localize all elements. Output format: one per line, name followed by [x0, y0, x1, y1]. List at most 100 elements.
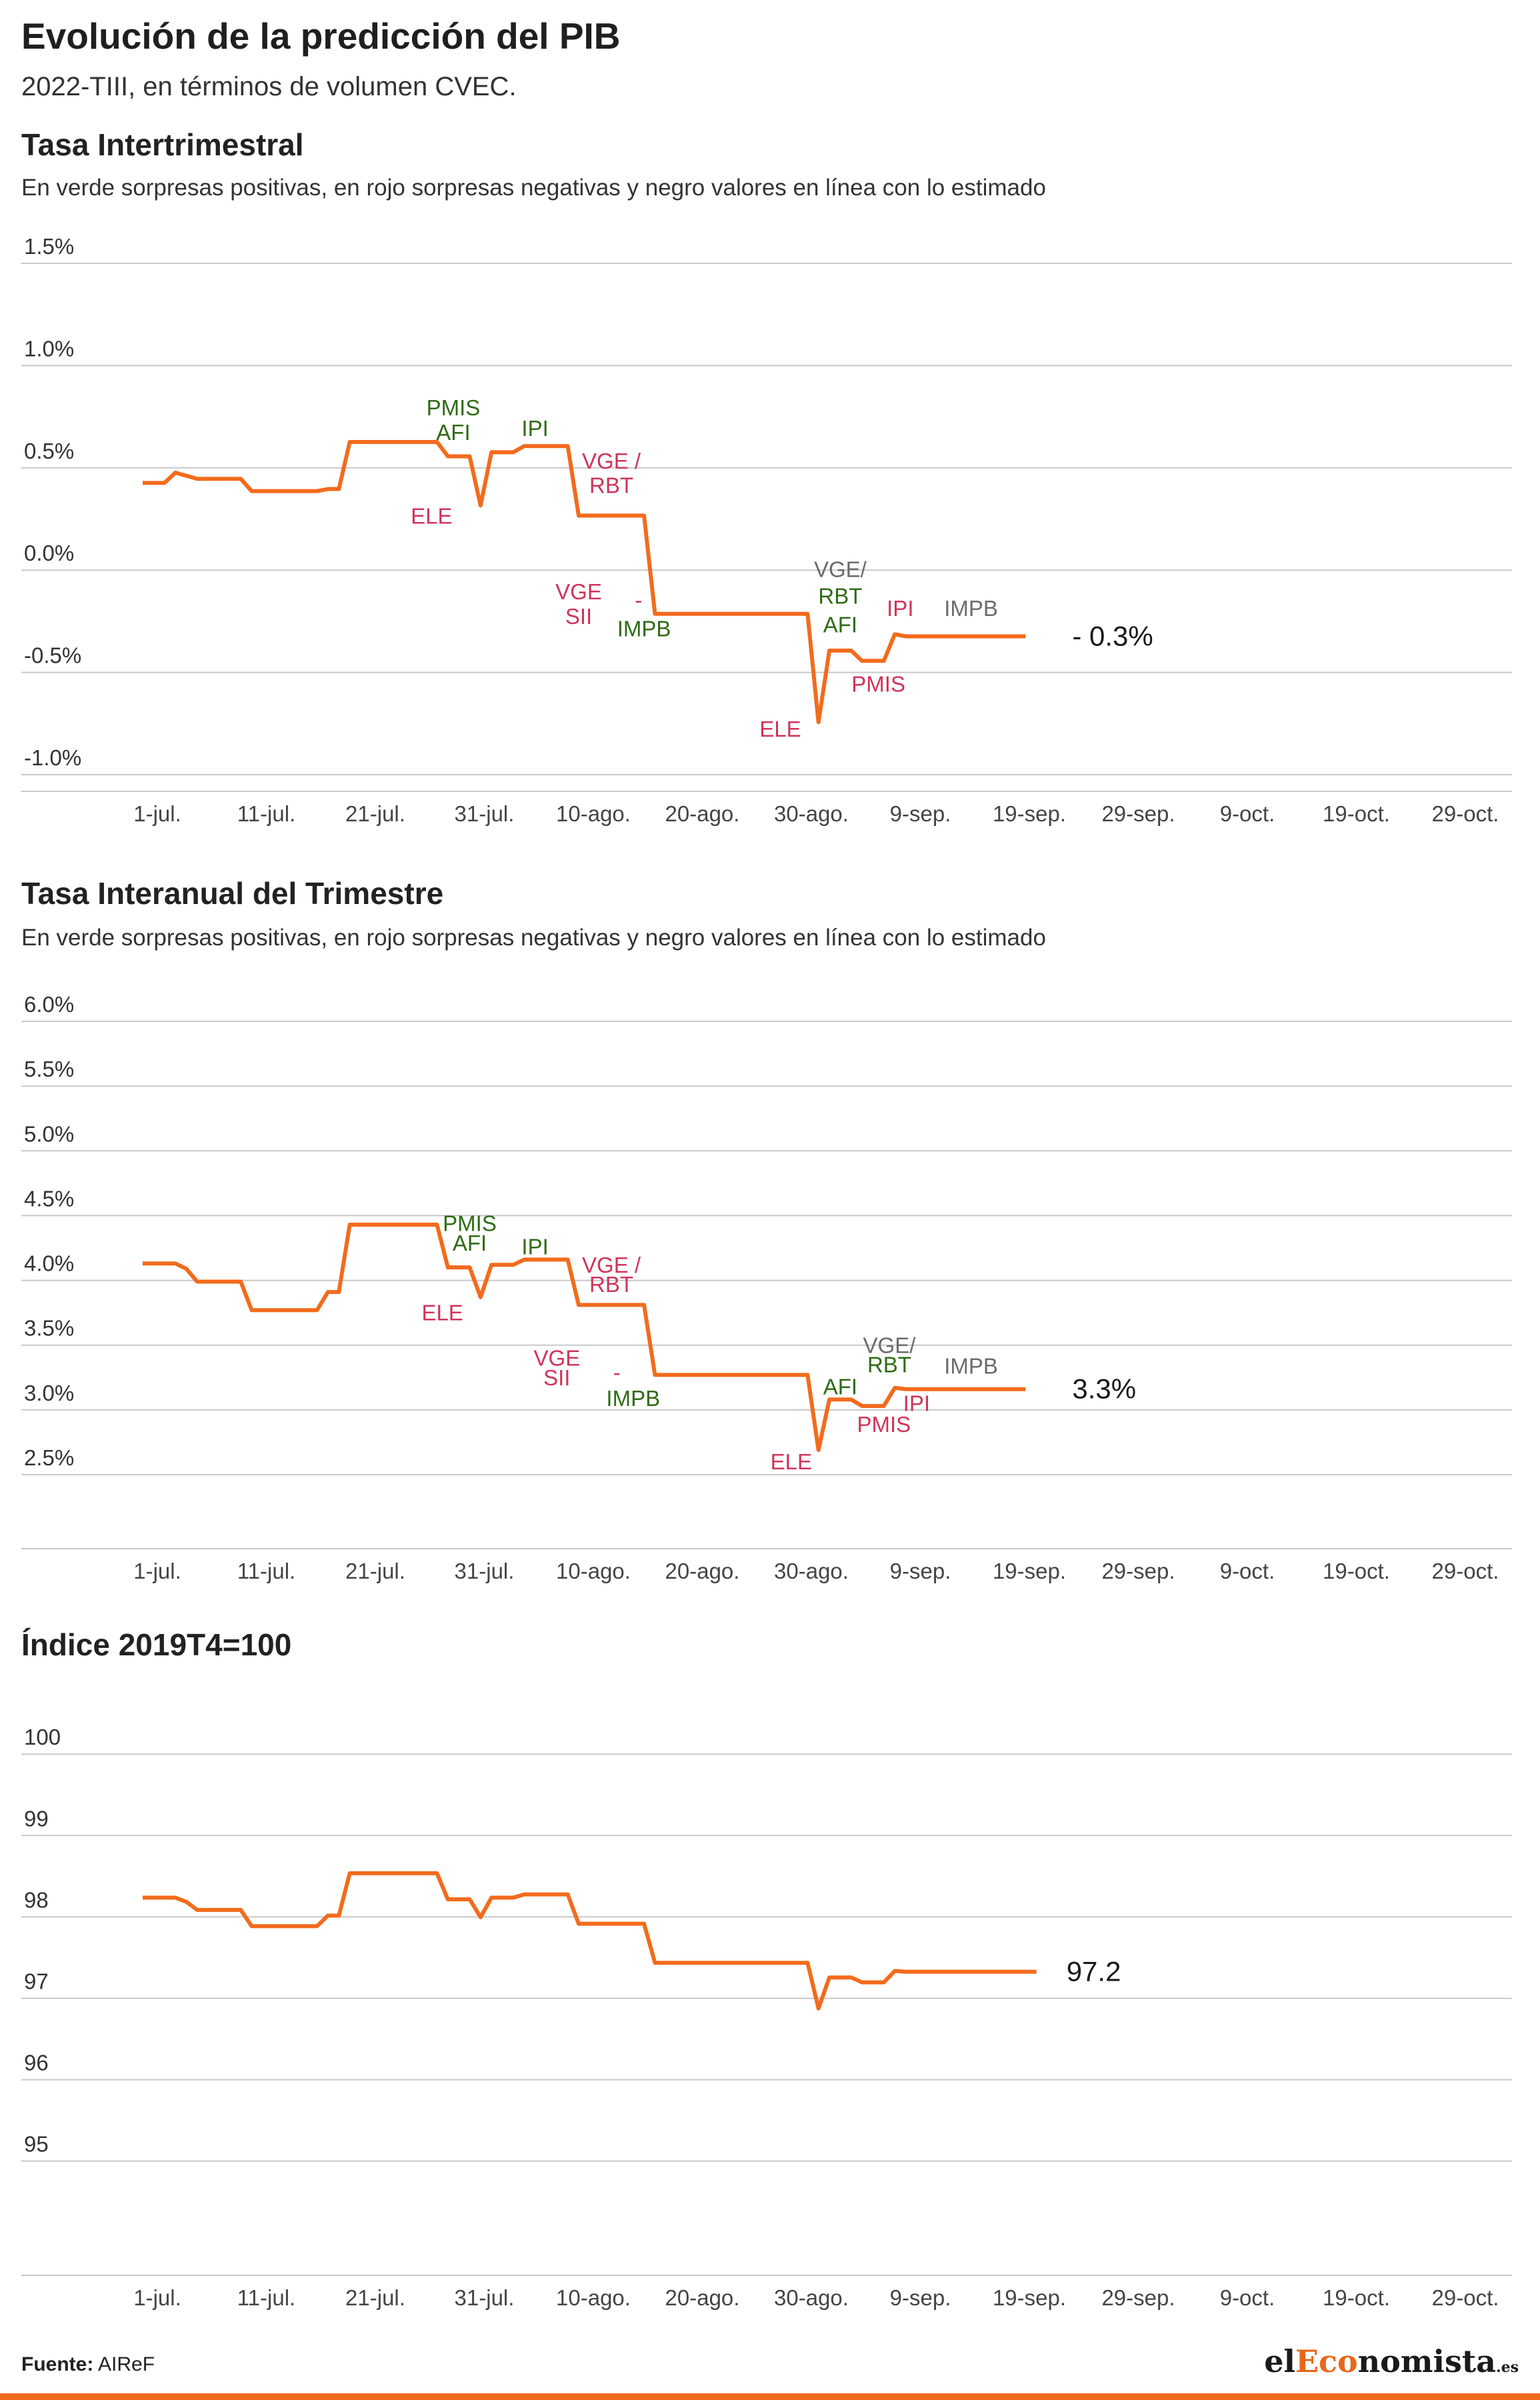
- annotation-label: AFI: [823, 612, 857, 637]
- annotation-label: VGE /: [582, 1253, 641, 1277]
- y-tick-label: 6.0%: [24, 992, 74, 1017]
- chart-title-interanual: Tasa Interanual del Trimestre: [21, 876, 444, 911]
- chart-interanual: 6.0% 5.5% 5.0% 4.5% 4.0% 3.5% 3.0% 2.5% 1-jul. 11…: [21, 992, 1512, 1583]
- annotation-label: RBT: [589, 1272, 633, 1297]
- x-tick-label: 21-jul.: [345, 801, 405, 826]
- end-value-label: 3.3%: [1072, 1373, 1136, 1405]
- annotation-label: VGE/: [863, 1333, 917, 1357]
- x-tick-label: 9-oct.: [1220, 1559, 1275, 1583]
- annotation-label: IPI: [521, 1235, 548, 1259]
- y-tick-label: 98: [24, 1887, 49, 1912]
- y-tick-label: 0.5%: [24, 439, 74, 463]
- y-tick-label: 1.0%: [24, 336, 74, 361]
- y-tick-label: 95: [24, 2132, 49, 2157]
- annotation-label: -: [613, 1360, 621, 1385]
- eleconomista-logo[interactable]: elEconomista.es: [1264, 2343, 1519, 2379]
- x-tick-label: 30-ago.: [774, 801, 849, 826]
- x-tick-label: 20-ago.: [665, 2285, 740, 2310]
- annotation-label: IMPB: [944, 1353, 998, 1378]
- annotation-label: RBT: [589, 473, 633, 498]
- x-tick-label: 9-sep.: [890, 2285, 951, 2310]
- end-value-label: 97.2: [1067, 1956, 1121, 1987]
- x-tick-label: 19-oct.: [1323, 2285, 1390, 2310]
- x-tick-label: 31-jul.: [455, 1559, 515, 1583]
- x-tick-label: 30-ago.: [774, 2285, 849, 2310]
- x-tick-label: 9-sep.: [890, 1559, 951, 1583]
- annotation-label: RBT: [818, 583, 862, 608]
- annotation-label: IPI: [887, 596, 913, 621]
- annotation-label: VGE: [555, 579, 602, 604]
- x-tick-label: 11-jul.: [237, 2285, 295, 2310]
- annotation-label: RBT: [867, 1352, 911, 1377]
- annotation-label: ELE: [421, 1301, 463, 1325]
- x-tick-label: 1-jul.: [133, 801, 181, 826]
- annotation-label: ELE: [411, 504, 452, 529]
- x-tick-label: 9-oct.: [1220, 801, 1275, 826]
- annotation-label: PMIS: [857, 1412, 911, 1437]
- source-note: Fuente: AIReF: [21, 2353, 155, 2376]
- annotation-label: IPI: [521, 416, 548, 441]
- y-tick-label: 96: [24, 2051, 49, 2075]
- annotation-label: IMPB: [944, 596, 998, 621]
- chart-note-intertrimestral: En verde sorpresas positivas, en rojo so…: [21, 175, 1046, 201]
- y-tick-label: -0.5%: [24, 643, 81, 668]
- annotation-label: ELE: [759, 717, 801, 741]
- x-tick-label: 20-ago.: [665, 801, 740, 826]
- x-tick-label: 19-oct.: [1323, 1559, 1390, 1583]
- y-tick-label: 4.0%: [24, 1251, 74, 1276]
- series-line: [143, 1871, 1037, 2011]
- x-tick-label: 29-sep.: [1101, 1559, 1175, 1583]
- annotation-label: AFI: [436, 420, 470, 445]
- annotation-label: SII: [543, 1365, 570, 1390]
- x-tick-label: 29-sep.: [1101, 2285, 1175, 2310]
- annotation-label: SII: [565, 604, 592, 629]
- y-tick-label: 1.5%: [24, 234, 74, 259]
- x-tick-label: 29-oct.: [1432, 2285, 1499, 2310]
- y-tick-label: 2.5%: [24, 1445, 74, 1470]
- annotation-label: ELE: [771, 1449, 812, 1474]
- chart-note-interanual: En verde sorpresas positivas, en rojo so…: [21, 925, 1046, 951]
- chart-title-intertrimestral: Tasa Intertrimestral: [21, 127, 304, 162]
- chart-title-indice: Índice 2019T4=100: [21, 1627, 292, 1662]
- x-tick-label: 29-oct.: [1432, 1559, 1499, 1583]
- x-tick-label: 9-sep.: [890, 801, 951, 826]
- chart-intertrimestral: 1.5% 1.0% 0.5% 0.0% -0.5% -1.0% 1-jul. 11-jul. 2…: [21, 234, 1512, 826]
- page-title: Evolución de la predicción del PIB: [21, 15, 621, 57]
- annotation-label: PMIS: [427, 395, 481, 420]
- x-tick-label: 31-jul.: [455, 801, 515, 826]
- x-tick-label: 10-ago.: [556, 1559, 631, 1583]
- y-tick-label: 3.5%: [24, 1316, 74, 1341]
- x-tick-label: 29-sep.: [1101, 801, 1175, 826]
- x-tick-label: 21-jul.: [345, 1559, 405, 1583]
- x-tick-label: 20-ago.: [665, 1559, 740, 1583]
- source-value: AIReF: [98, 2353, 155, 2375]
- x-tick-label: 30-ago.: [774, 1559, 849, 1583]
- annotation-label: IMPB: [617, 616, 671, 641]
- annotation-label: IPI: [903, 1391, 930, 1416]
- y-tick-label: 5.0%: [24, 1121, 74, 1146]
- page-subtitle: 2022-TIII, en términos de volumen CVEC.: [21, 72, 517, 101]
- x-tick-label: 31-jul.: [455, 2285, 515, 2310]
- x-tick-label: 1-jul.: [133, 2285, 181, 2310]
- x-tick-label: 19-oct.: [1323, 801, 1390, 826]
- x-tick-label: 21-jul.: [345, 2285, 405, 2310]
- annotation-label: AFI: [453, 1231, 487, 1255]
- x-tick-label: 9-oct.: [1220, 2285, 1275, 2310]
- x-tick-label: 11-jul.: [237, 1559, 295, 1583]
- x-tick-label: 19-sep.: [993, 2285, 1066, 2310]
- source-label: Fuente:: [21, 2353, 94, 2375]
- annotation-label: VGE/: [814, 557, 867, 581]
- x-tick-label: 10-ago.: [556, 2285, 631, 2310]
- y-tick-label: 5.5%: [24, 1057, 74, 1081]
- y-tick-label: 100: [24, 1725, 61, 1749]
- annotation-label: PMIS: [851, 671, 905, 696]
- annotation-label: IMPB: [606, 1386, 660, 1411]
- y-tick-label: 0.0%: [24, 541, 74, 565]
- y-tick-label: 97: [24, 1969, 49, 1993]
- annotation-label: PMIS: [443, 1211, 497, 1236]
- x-tick-label: 10-ago.: [556, 801, 631, 826]
- y-tick-label: 3.0%: [24, 1381, 74, 1405]
- bottom-accent-bar: [0, 2393, 1540, 2400]
- x-tick-label: 19-sep.: [993, 1559, 1066, 1583]
- x-tick-label: 19-sep.: [993, 801, 1066, 826]
